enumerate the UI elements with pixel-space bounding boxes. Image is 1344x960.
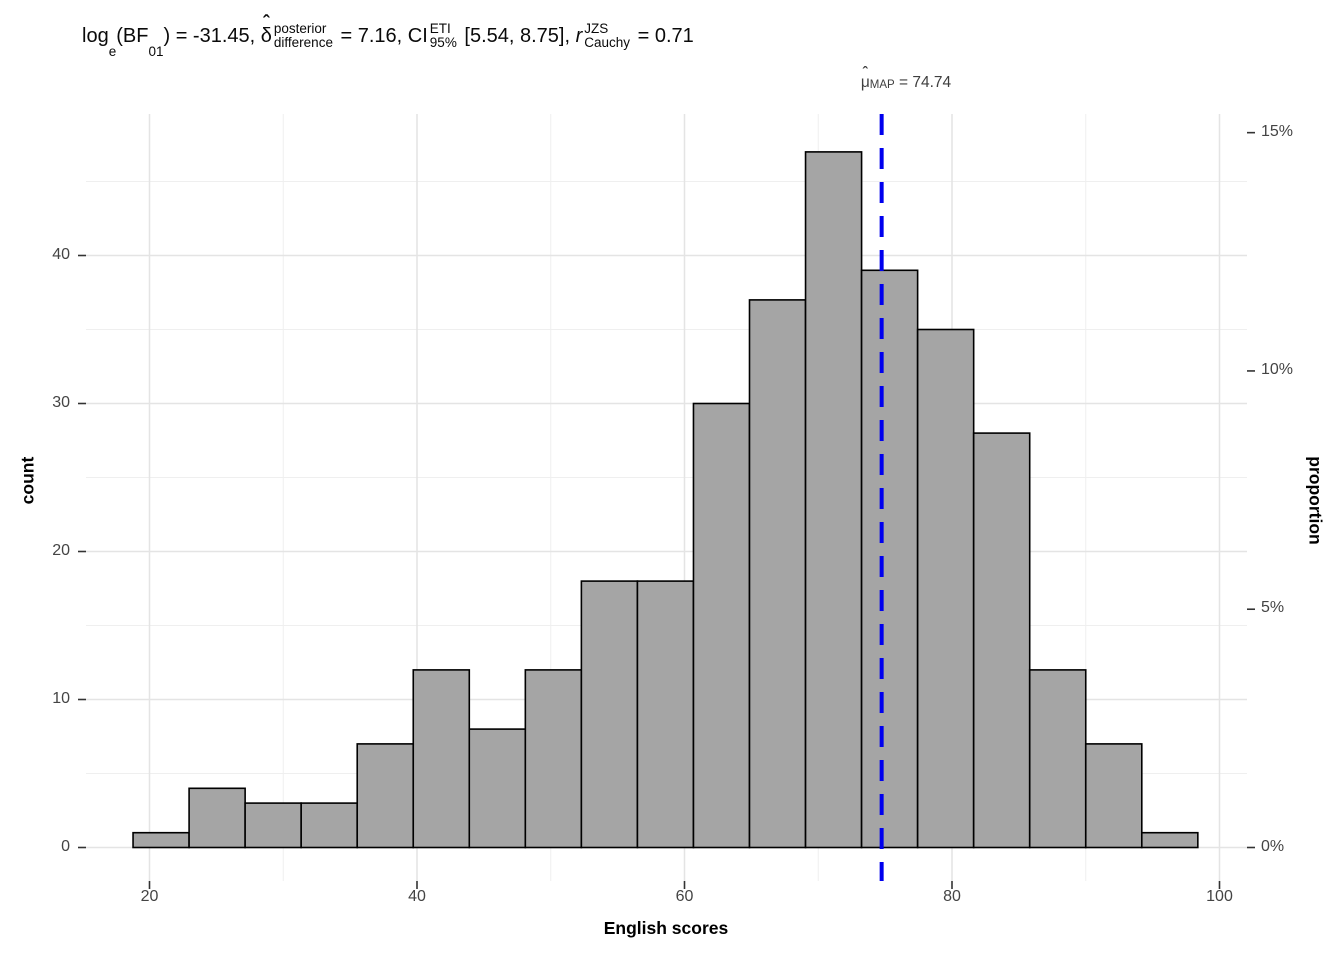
ci-interval: [5.54, 8.75],: [458, 24, 576, 47]
histogram-bar: [524, 669, 583, 849]
y-left-tick-label: 30: [52, 393, 70, 411]
bf-open: (BF: [116, 24, 149, 47]
axis-tick-marks: [78, 131, 1255, 889]
delta-value: = 7.16,: [334, 24, 408, 47]
y-left-tick-label: 40: [52, 245, 70, 263]
delta-sup: posterior: [273, 20, 327, 36]
ci-sup: ETI: [429, 20, 451, 36]
delta-sub: difference: [273, 35, 333, 50]
histogram-bar: [580, 580, 639, 849]
stats-title: log e (BF 01) = -31.45, ˆ δ posterior differen…: [82, 10, 694, 62]
y-right-tick-label: 0%: [1261, 837, 1285, 855]
mu-value: = 74.74: [894, 74, 952, 91]
x-tick-label: 80: [943, 888, 961, 905]
mu-sub: MAP: [869, 79, 895, 91]
histogram-bar: [244, 802, 302, 849]
histogram-bar: [860, 269, 919, 849]
histogram-bar: [972, 432, 1031, 849]
y-axis-title-proportion: proportion: [1305, 456, 1326, 545]
histogram-bar: [1084, 743, 1143, 849]
histogram-bar: [300, 802, 359, 849]
r-symbol: r: [575, 24, 583, 47]
y-axis-title-count: count: [17, 456, 38, 505]
gridlines-minor: [86, 114, 1247, 881]
x-axis-title: English scores: [603, 918, 729, 938]
y-right-tick-label: 10%: [1261, 360, 1294, 378]
log-text: log: [82, 24, 109, 47]
ci-supsub: ETI 95%: [429, 20, 457, 50]
x-tick-label: 20: [140, 888, 159, 905]
delta-supsub: posterior difference: [273, 20, 333, 50]
histogram-bar: [1140, 831, 1199, 849]
r-value: = 0.71: [632, 24, 694, 47]
r-sup: JZS: [584, 20, 609, 36]
delta-hat: ˆ: [263, 12, 270, 34]
log-base-sub: e: [108, 44, 117, 59]
histogram-bars: [132, 151, 1199, 849]
bf-value: = -31.45,: [170, 24, 261, 47]
ci-text: CI: [407, 24, 428, 47]
histogram-bar: [804, 151, 863, 849]
bf-sub: 01: [148, 44, 164, 59]
x-tick-label: 60: [675, 888, 694, 905]
x-tick-label: 100: [1206, 888, 1233, 905]
histogram-bar: [412, 669, 471, 849]
y-left-tick-label: 0: [61, 837, 70, 855]
ci-sub: 95%: [429, 35, 457, 50]
r-sub: Cauchy: [584, 35, 631, 50]
histogram-bar: [636, 580, 695, 849]
y-left-tick-label: 20: [52, 541, 70, 559]
histogram-bar: [1028, 669, 1087, 849]
histogram-bar: [692, 402, 751, 849]
bf-close: ): [163, 24, 171, 47]
histogram-bar: [468, 728, 527, 849]
histogram-bar: [188, 787, 246, 849]
r-supsub: JZS Cauchy: [584, 20, 631, 50]
histogram-bar: [356, 743, 415, 849]
y-left-tick-label: 10: [52, 689, 70, 707]
mu-hat: ˆ: [862, 64, 868, 81]
histogram-bar: [916, 328, 975, 849]
histogram-bar: [748, 299, 807, 849]
map-annotation: ˆ μ MAP = 74.74: [860, 64, 952, 92]
y-right-tick-label: 15%: [1261, 122, 1294, 140]
x-tick-label: 40: [408, 888, 426, 905]
y-right-tick-label: 5%: [1261, 599, 1285, 617]
histogram-bar: [132, 831, 190, 849]
